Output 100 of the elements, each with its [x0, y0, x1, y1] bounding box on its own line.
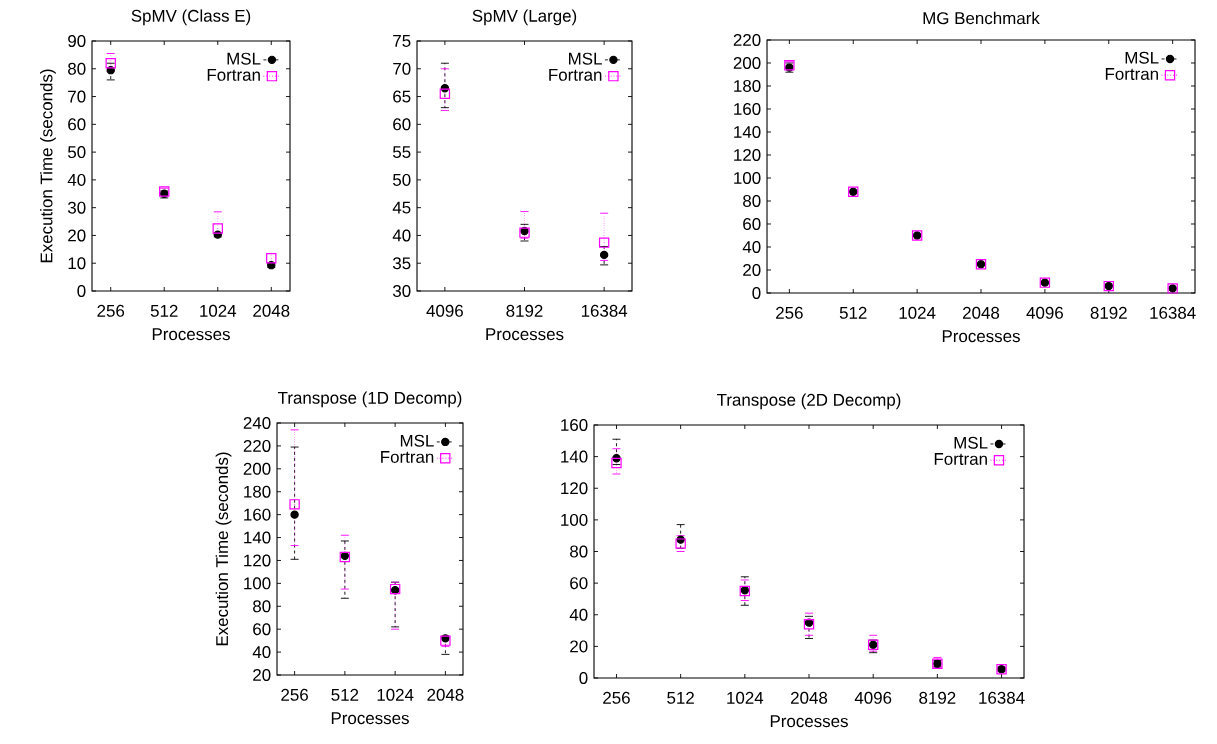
x-tick-label: 1024 — [377, 688, 414, 701]
chart-title: SpMV (Large) — [472, 9, 577, 26]
x-axis-title: Processes — [770, 715, 848, 728]
y-tick-label: 40 — [392, 229, 411, 242]
legend-label: MSL — [400, 434, 434, 447]
y-tick-label: 45 — [392, 201, 411, 214]
x-axis-title: Processes — [152, 328, 230, 341]
point — [598, 237, 610, 248]
x-tick-label: 4096 — [1026, 306, 1063, 319]
y-tick-label: 180 — [734, 79, 761, 92]
y-tick-label: 220 — [243, 439, 271, 452]
x-tick-label: 2048 — [791, 691, 828, 704]
x-tick-label: 4096 — [854, 691, 892, 704]
x-tick-label: 8192 — [1090, 306, 1127, 319]
y-tick-label: 30 — [392, 285, 411, 297]
y-tick-label: 50 — [67, 146, 86, 159]
y-tick-label: 20 — [570, 640, 588, 653]
y-tick-label: 200 — [733, 56, 761, 69]
y-tick-label: 75 — [393, 35, 411, 47]
y-tick-label: 40 — [569, 608, 588, 621]
point — [290, 510, 299, 519]
y-tick-label: 50 — [392, 173, 411, 186]
legend-label: Fortran — [381, 451, 434, 463]
y-tick-label: 65 — [393, 90, 411, 103]
y-tick-label: 60 — [570, 577, 588, 590]
y-tick-label: 20 — [253, 669, 271, 681]
x-tick-label: 512 — [331, 688, 359, 701]
x-tick-label: 256 — [97, 304, 125, 317]
point — [599, 250, 609, 260]
legend-label: MSL — [1125, 51, 1159, 64]
x-tick-label: 8192 — [506, 304, 543, 317]
x-tick-label: 2048 — [253, 304, 290, 317]
y-tick-label: 20 — [743, 264, 761, 276]
y-tick-label: 70 — [68, 90, 86, 103]
y-tick-label: 140 — [244, 531, 271, 544]
y-tick-label: 60 — [253, 623, 271, 636]
y-tick-label: 70 — [393, 62, 411, 75]
x-tick-label: 16384 — [1150, 306, 1196, 319]
y-tick-label: 140 — [561, 450, 588, 463]
x-tick-label: 256 — [776, 306, 803, 319]
x-axis-title: Processes — [942, 330, 1020, 343]
x-tick-label: 256 — [603, 691, 630, 704]
x-tick-label: 512 — [839, 306, 867, 319]
y-tick-label: 40 — [252, 646, 271, 659]
legend-label: Fortran — [934, 453, 987, 465]
y-tick-label: 60 — [393, 118, 411, 131]
y-tick-label: 100 — [734, 172, 761, 184]
x-tick-label: 256 — [281, 688, 308, 701]
y-tick-label: 90 — [68, 35, 86, 47]
y-tick-label: 80 — [570, 545, 588, 558]
y-tick-label: 120 — [244, 554, 271, 567]
y-tick-label: 40 — [742, 241, 761, 253]
y-tick-label: 60 — [743, 218, 761, 230]
legend-label: MSL — [569, 52, 602, 65]
x-tick-label: 16384 — [979, 691, 1025, 704]
y-tick-label: 10 — [68, 257, 86, 270]
y-tick-label: 200 — [243, 462, 271, 475]
x-tick-label: 1024 — [727, 691, 764, 704]
y-tick-label: 80 — [743, 195, 761, 207]
y-axis-title: Execution Time (seconds) — [215, 452, 232, 646]
chart-title: Transpose (1D Decomp) — [277, 391, 462, 408]
legend-label: Fortran — [549, 69, 602, 81]
x-tick-label: 512 — [667, 691, 694, 704]
legend-label: Fortran — [1105, 68, 1158, 80]
x-tick-label: 8192 — [919, 691, 956, 704]
x-tick-label: 16384 — [581, 304, 628, 317]
y-tick-label: 60 — [68, 118, 86, 131]
y-tick-label: 100 — [561, 513, 588, 526]
y-tick-label: 40 — [67, 173, 86, 186]
y-tick-label: 160 — [561, 419, 588, 431]
legend-label: MSL — [227, 52, 261, 65]
legend-label: Fortran — [207, 69, 260, 81]
y-tick-label: 240 — [243, 417, 271, 429]
x-tick-label: 2048 — [427, 688, 464, 701]
point — [439, 88, 451, 99]
y-tick-label: 220 — [733, 33, 761, 46]
y-tick-label: 100 — [244, 577, 271, 590]
y-tick-label: 0 — [77, 285, 86, 297]
x-tick-label: 4096 — [426, 304, 463, 317]
x-tick-label: 512 — [150, 304, 178, 317]
legend-label: MSL — [954, 436, 988, 449]
y-tick-label: 0 — [752, 287, 761, 299]
y-tick-label: 30 — [67, 201, 86, 214]
y-tick-label: 180 — [244, 485, 271, 498]
y-tick-label: 120 — [734, 149, 761, 161]
x-tick-label: 2048 — [963, 306, 1000, 319]
chart-title: MG Benchmark — [923, 11, 1040, 25]
x-tick-label: 1024 — [899, 306, 936, 319]
y-tick-label: 120 — [561, 482, 588, 495]
y-tick-label: 160 — [244, 508, 271, 521]
y-tick-label: 20 — [68, 229, 86, 242]
chart-title: Transpose (2D Decomp) — [716, 393, 901, 410]
y-tick-label: 55 — [392, 146, 411, 159]
x-axis-title: Processes — [486, 328, 564, 341]
point — [289, 499, 300, 510]
y-tick-label: 160 — [734, 102, 761, 115]
x-axis-title: Processes — [331, 712, 409, 725]
y-tick-label: 35 — [392, 257, 411, 270]
chart-title: SpMV (Class E) — [131, 9, 251, 26]
y-tick-label: 140 — [734, 125, 761, 138]
